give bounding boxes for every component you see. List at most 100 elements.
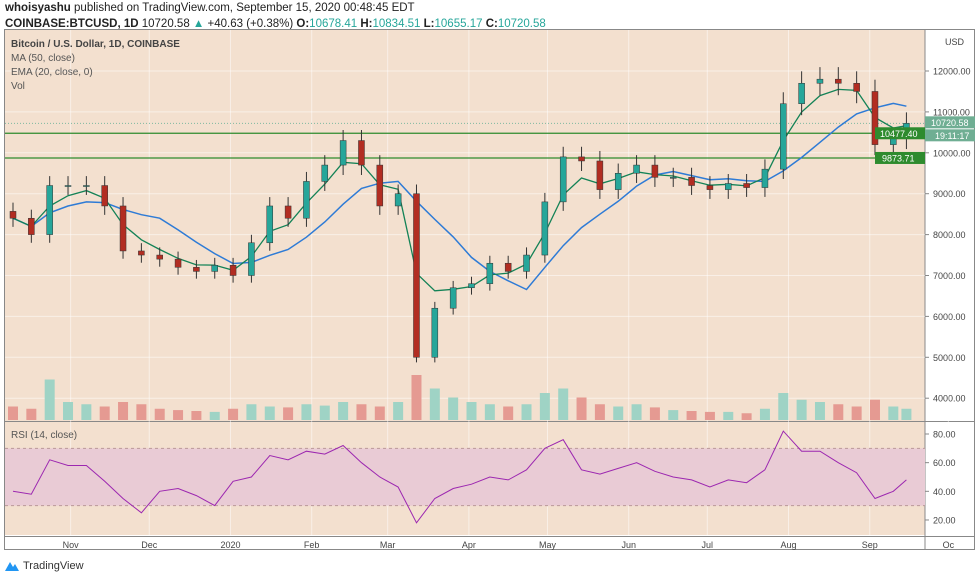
candle-body <box>339 140 347 166</box>
volume-bar <box>558 388 569 420</box>
candle-body <box>816 78 824 84</box>
open-label: O: <box>296 18 310 30</box>
last-price-label: 10720.58 <box>931 118 969 128</box>
volume-bar <box>246 404 257 420</box>
close-value-label: C: <box>485 18 498 30</box>
legend-vol[interactable]: Vol <box>11 81 25 92</box>
volume-bar <box>814 402 825 420</box>
candle-body <box>248 242 255 276</box>
candle-body <box>376 164 384 207</box>
footer-brand[interactable]: TradingView <box>23 560 84 572</box>
high-value: 10834.51 <box>372 18 421 30</box>
price-tick-label: 11000.00 <box>933 107 970 117</box>
volume-bar <box>649 407 660 420</box>
volume-bar <box>154 408 165 420</box>
volume-bar <box>521 404 532 420</box>
candle-body <box>83 185 90 187</box>
volume-bar <box>429 388 440 420</box>
rsi-tick-label: 60.00 <box>933 458 956 468</box>
candle-body <box>669 177 677 179</box>
volume-bar <box>466 402 477 420</box>
volume-bar <box>869 399 880 420</box>
rsi-tick-label: 20.00 <box>933 515 956 525</box>
volume-bar <box>26 408 37 420</box>
publish-info: whoisyashu published on TradingView.com,… <box>5 2 415 14</box>
volume-bar <box>356 404 367 420</box>
rsi-legend[interactable]: RSI (14, close) <box>11 430 78 441</box>
candle-body <box>688 177 695 186</box>
price-tick-label: 8000.00 <box>933 230 966 240</box>
level1-price-label: 10477.40 <box>880 129 918 139</box>
last-price-label-box <box>925 116 975 129</box>
author[interactable]: whoisyashu <box>5 2 71 14</box>
high-label: H: <box>360 18 373 30</box>
low-label: L: <box>423 18 435 30</box>
candle-body <box>761 168 769 188</box>
time-tick-label: Apr <box>462 540 476 550</box>
candle-body <box>871 91 879 145</box>
volume-bar <box>393 402 404 420</box>
candle-body <box>743 183 750 188</box>
volume-bar <box>301 404 312 420</box>
candle-body <box>798 83 805 104</box>
volume-bar <box>594 404 605 420</box>
tradingview-logo-icon <box>5 562 19 571</box>
volume-bar <box>723 411 734 420</box>
last-price: 10720.58 <box>141 18 190 30</box>
candle-body <box>614 173 622 190</box>
change: +40.63 (+0.38%) <box>207 18 294 30</box>
candle-body <box>559 156 567 203</box>
price-tick-label: 10000.00 <box>933 148 971 158</box>
volume-bar <box>741 413 752 420</box>
countdown-label-box <box>925 129 975 142</box>
volume-bar <box>704 411 715 420</box>
candle-body <box>119 205 127 252</box>
volume-bar <box>778 393 789 420</box>
time-tick-label: Jul <box>702 540 714 550</box>
candle-body <box>706 185 714 190</box>
low-value: 10655.17 <box>434 18 483 30</box>
candle-body <box>523 254 530 272</box>
candle-body <box>28 217 35 235</box>
volume-bar <box>613 406 624 420</box>
volume-bar <box>484 404 495 420</box>
candle-body <box>211 265 218 272</box>
candle-body <box>9 211 17 219</box>
legend-ma[interactable]: MA (50, close) <box>11 53 75 64</box>
chart-frame <box>4 29 975 550</box>
candle-body <box>578 156 585 162</box>
candle-body <box>394 193 402 207</box>
volume-bar <box>686 411 697 420</box>
volume-bar <box>63 402 74 420</box>
candle-body <box>449 287 457 309</box>
volume-bar <box>173 410 184 420</box>
chart-legend: Bitcoin / U.S. Dollar, 1D, COINBASE MA (… <box>11 38 180 94</box>
volume-bar <box>44 379 55 420</box>
candle-body <box>725 183 732 190</box>
candle-body <box>321 164 329 182</box>
volume-bar <box>448 397 459 420</box>
time-tick-label: Nov <box>63 540 80 550</box>
price-chart[interactable]: 12000.00 11000.00 10000.00 9000.00 8000.00 70… <box>0 0 980 560</box>
candle-body <box>46 185 53 235</box>
time-tick-label: Feb <box>304 540 320 550</box>
legend-ema[interactable]: EMA (20, close, 0) <box>11 67 93 78</box>
level2-price-label-box <box>875 151 925 164</box>
time-tick-label: Dec <box>141 540 158 550</box>
countdown-label: 19:11:17 <box>935 131 969 141</box>
symbol: COINBASE:BTCUSD, 1D <box>5 18 139 30</box>
open-value: 10678.41 <box>309 18 358 30</box>
footer: TradingView <box>4 560 84 572</box>
time-tick-label: Sep <box>862 540 878 550</box>
time-tick-label: Oc <box>943 540 955 550</box>
time-tick-label: Jun <box>621 540 636 550</box>
level2-price-label: 9873.71 <box>882 153 915 163</box>
volume-bar <box>136 404 147 420</box>
volume-bar <box>539 393 550 420</box>
legend-title: Bitcoin / U.S. Dollar, 1D, COINBASE <box>11 39 180 50</box>
volume-bar <box>209 411 220 420</box>
candle-body <box>431 307 439 358</box>
candle-body <box>156 254 163 260</box>
volume-bar <box>901 408 912 420</box>
level1-price-label-box <box>875 127 925 140</box>
